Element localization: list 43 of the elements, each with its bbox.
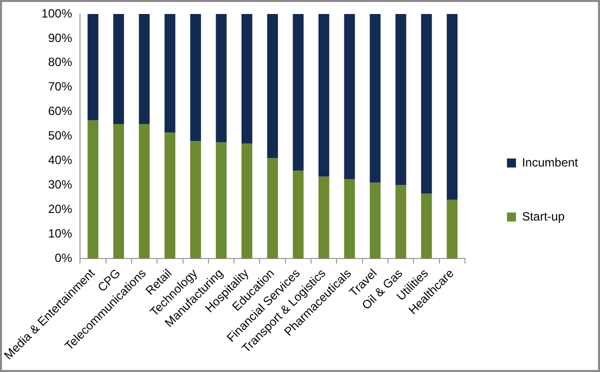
bar (216, 142, 227, 259)
legend-label: Start-up (522, 209, 565, 224)
bar (446, 14, 458, 200)
bar (190, 14, 201, 142)
bar (88, 120, 98, 259)
y-tick-label: 80% (48, 55, 72, 70)
bar (344, 14, 355, 180)
bar (395, 14, 406, 186)
y-tick-label: 40% (48, 153, 72, 168)
y-tick-label: 100% (41, 6, 72, 20)
bar (267, 158, 278, 259)
bar (113, 124, 124, 259)
bar (318, 176, 330, 259)
bar (318, 14, 330, 177)
bar (395, 185, 406, 259)
y-tick-label: 10% (48, 226, 72, 240)
bar (138, 14, 150, 124)
y-tick-label: 30% (48, 177, 72, 192)
bar (267, 14, 278, 158)
bar (292, 170, 304, 259)
y-tick-label: 60% (48, 104, 72, 118)
bar (242, 14, 252, 144)
bar (164, 132, 176, 259)
bar (370, 182, 381, 259)
bar (421, 194, 432, 259)
bar (138, 124, 150, 259)
bar (164, 14, 176, 133)
y-tick-label: 0% (54, 250, 72, 265)
bar (216, 14, 227, 142)
bar (344, 179, 355, 259)
legend-label: Incumbent (522, 155, 579, 170)
bar (113, 14, 124, 124)
bar (446, 200, 458, 259)
bar (88, 14, 98, 120)
bar (292, 14, 304, 170)
bar (242, 144, 252, 259)
y-tick-label: 50% (48, 128, 72, 143)
bar (421, 14, 432, 194)
bar (190, 141, 201, 259)
bar (370, 14, 381, 183)
y-tick-label: 20% (48, 202, 72, 216)
y-tick-label: 70% (48, 80, 72, 94)
y-tick-label: 90% (48, 30, 72, 45)
